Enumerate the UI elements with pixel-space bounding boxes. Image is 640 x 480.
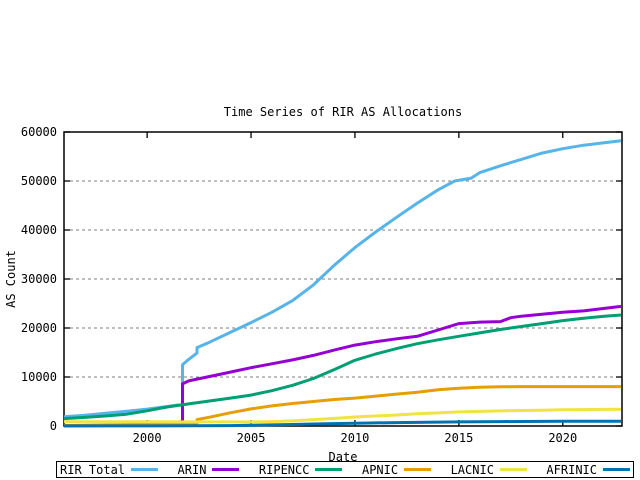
x-tick-label: 2000 [132, 431, 162, 445]
chart-title: Time Series of RIR AS Allocations [223, 105, 463, 119]
x-tick-label: 2020 [548, 431, 578, 445]
legend-line-swatch [212, 468, 240, 471]
legend-line-swatch [404, 468, 432, 471]
y-tick-label: 40000 [20, 223, 57, 237]
legend: RIR Total ARIN RIPENCC APNIC LACNIC AFRINIC [56, 461, 634, 478]
series-line-lacnic [63, 407, 622, 424]
legend-label: RIPENCC [258, 462, 310, 477]
legend-line-swatch [499, 468, 527, 471]
legend-line-swatch [315, 468, 343, 471]
x-tick-label: 2010 [340, 431, 370, 445]
legend-label: ARIN [177, 462, 207, 477]
series-line-apnic [63, 385, 621, 427]
legend-line-swatch [131, 468, 159, 471]
x-axis-label: Date [328, 450, 358, 464]
y-tick-label: 20000 [20, 321, 57, 335]
legend-line-swatch [603, 468, 630, 471]
legend-label: APNIC [361, 462, 399, 477]
x-tick-label: 2005 [236, 431, 266, 445]
series-line-ripencc [63, 313, 622, 421]
legend-item-afrinic: AFRINIC [546, 464, 630, 476]
y-tick-label: 60000 [20, 125, 57, 139]
legend-label: RIR Total [60, 462, 126, 477]
legend-item-ripencc: RIPENCC [259, 464, 343, 476]
legend-item-rir-total: RIR Total [60, 462, 159, 477]
legend-label: AFRINIC [546, 462, 597, 477]
y-tick-label: 30000 [20, 272, 57, 286]
series-line-arin [63, 304, 622, 428]
legend-label: LACNIC [450, 462, 494, 477]
y-tick-label: 10000 [20, 370, 57, 384]
x-tick-label: 2015 [444, 431, 474, 445]
y-tick-label: 0 [49, 419, 57, 433]
legend-item-arin: ARIN [178, 464, 240, 476]
series-line-afrinic [64, 419, 621, 428]
legend-item-lacnic: LACNIC [451, 464, 527, 476]
y-tick-label: 50000 [20, 174, 57, 188]
legend-item-apnic: APNIC [361, 462, 432, 477]
